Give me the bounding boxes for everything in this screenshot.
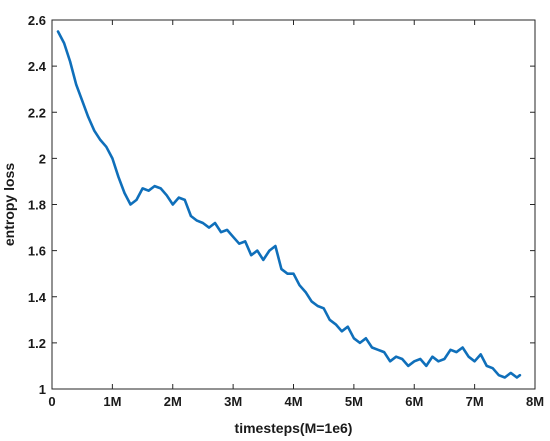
- plot-frame: [51, 19, 536, 390]
- y-tick-label: 1: [39, 382, 46, 397]
- y-tick-label: 2.2: [28, 105, 46, 120]
- x-tick-label: 5M: [345, 394, 363, 409]
- y-axis-label: entropy loss: [1, 163, 17, 246]
- y-tick-label: 1.8: [28, 198, 46, 213]
- x-tick-label: 4M: [284, 394, 302, 409]
- x-tick-label: 1M: [103, 394, 121, 409]
- y-tick-label: 2.6: [28, 13, 46, 28]
- x-tick-label: 7M: [466, 394, 484, 409]
- x-tick-label: 8M: [526, 394, 544, 409]
- y-tick-label: 2: [39, 151, 46, 166]
- y-axis: 1 1.2 1.4 1.6 1.8 2 2.2 2.4 2.6: [28, 13, 535, 397]
- y-tick-label: 2.4: [28, 59, 47, 74]
- x-tick-label: 6M: [405, 394, 423, 409]
- x-axis: 0 1M 2M 3M 4M 5M 6M 7M 8M: [48, 20, 544, 409]
- x-tick-label: 2M: [164, 394, 182, 409]
- y-tick-label: 1.4: [28, 290, 47, 305]
- y-tick-label: 1.6: [28, 244, 46, 259]
- series-line: [56, 30, 522, 379]
- x-axis-label: timesteps(M=1e6): [235, 420, 353, 436]
- x-tick-label: 3M: [224, 394, 242, 409]
- x-tick-label: 0: [48, 394, 55, 409]
- y-tick-label: 1.2: [28, 336, 46, 351]
